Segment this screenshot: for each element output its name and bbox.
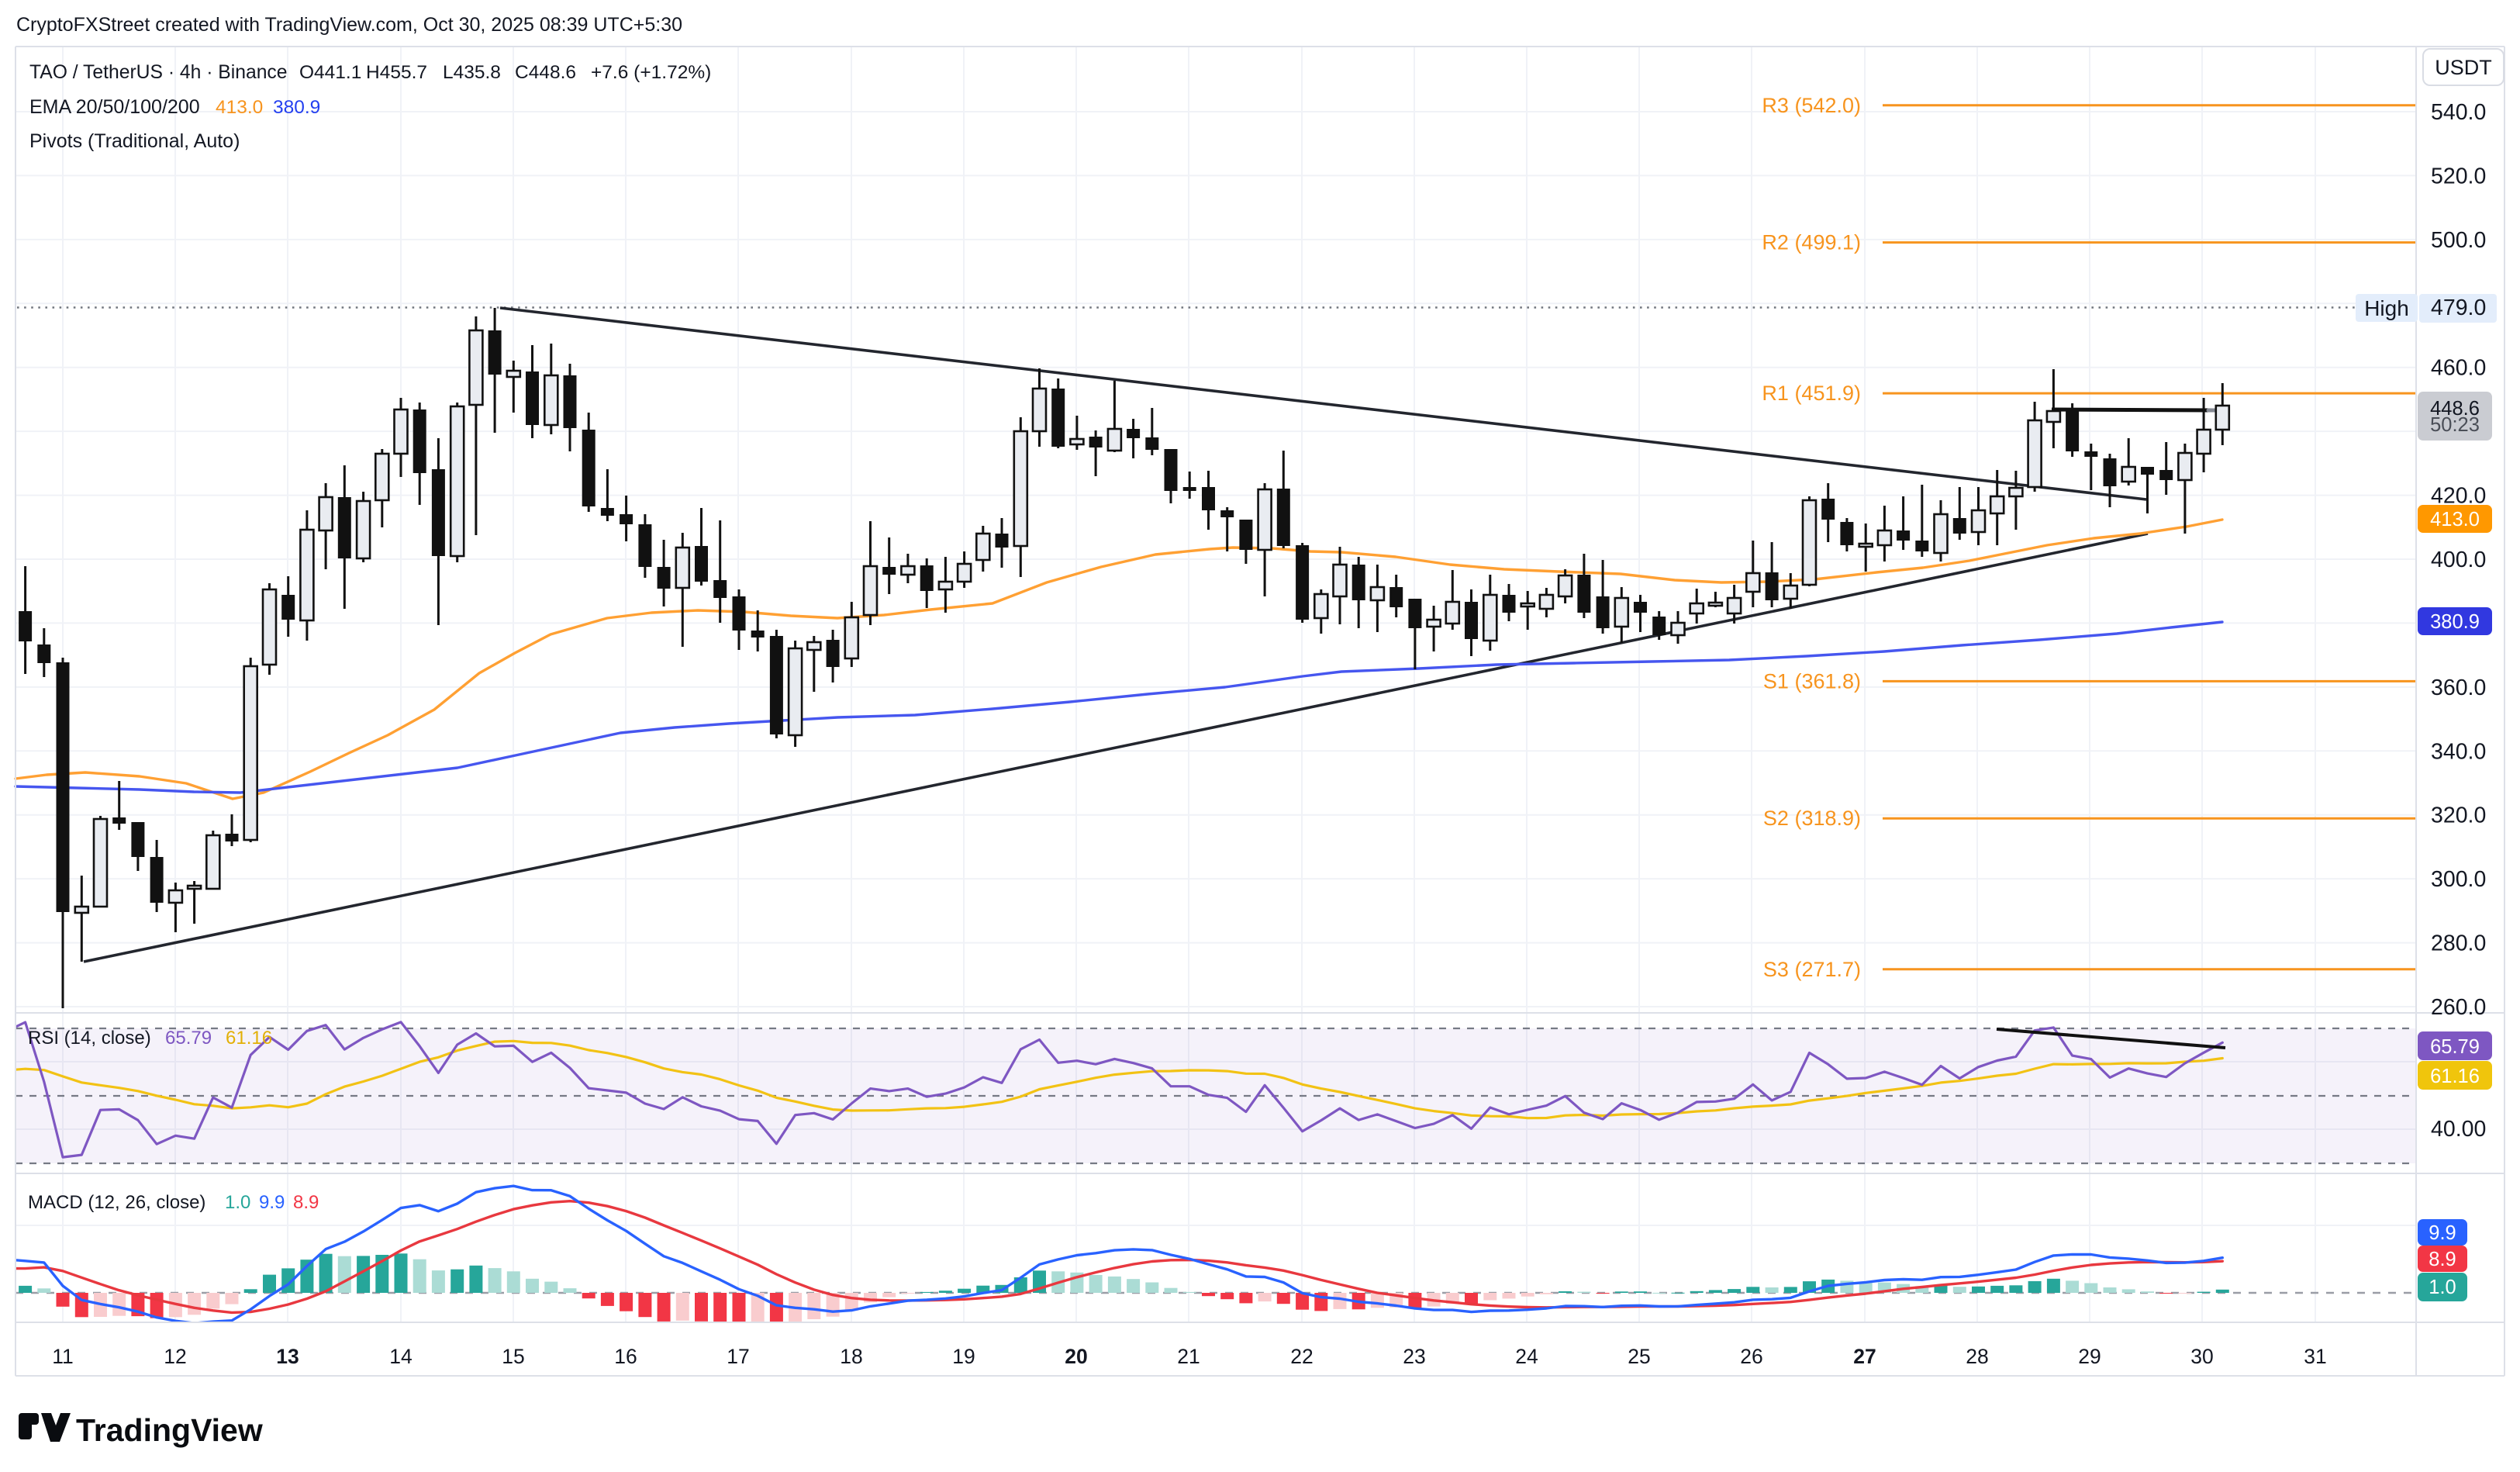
svg-text:TAO / TetherUS · 4h · Binance: TAO / TetherUS · 4h · Binance [29, 62, 288, 83]
svg-text:9.9: 9.9 [259, 1192, 285, 1213]
svg-text:R2 (499.1): R2 (499.1) [1762, 231, 1861, 254]
svg-text:11: 11 [52, 1345, 74, 1368]
svg-text:1.0: 1.0 [2429, 1277, 2456, 1298]
svg-text:23: 23 [1403, 1345, 1425, 1368]
svg-text:MACD (12, 26, close): MACD (12, 26, close) [28, 1192, 205, 1213]
svg-text:14: 14 [389, 1345, 412, 1368]
svg-text:15: 15 [502, 1345, 524, 1368]
svg-text:S3 (271.7): S3 (271.7) [1763, 958, 1861, 981]
svg-text:22: 22 [1290, 1345, 1313, 1368]
svg-text:EMA 20/50/100/200: EMA 20/50/100/200 [29, 96, 200, 118]
svg-text:+7.6 (+1.72%): +7.6 (+1.72%) [591, 62, 711, 83]
svg-text:18: 18 [840, 1345, 862, 1368]
svg-text:31: 31 [2304, 1345, 2326, 1368]
svg-text:25: 25 [1628, 1345, 1650, 1368]
svg-text:S2 (318.9): S2 (318.9) [1763, 807, 1861, 830]
svg-text:R1 (451.9): R1 (451.9) [1762, 382, 1861, 405]
svg-text:O441.1: O441.1 [299, 62, 361, 83]
svg-text:8.9: 8.9 [2429, 1249, 2456, 1270]
svg-text:340.0: 340.0 [2431, 739, 2486, 764]
svg-text:413.0: 413.0 [216, 97, 263, 118]
svg-text:400.0: 400.0 [2431, 548, 2486, 572]
svg-text:USDT: USDT [2435, 56, 2492, 79]
svg-text:28: 28 [1966, 1345, 1988, 1368]
svg-text:L435.8: L435.8 [443, 62, 501, 83]
svg-text:26: 26 [1740, 1345, 1762, 1368]
svg-text:High: High [2364, 296, 2409, 320]
svg-text:420.0: 420.0 [2431, 484, 2486, 509]
svg-text:500.0: 500.0 [2431, 228, 2486, 253]
svg-text:320.0: 320.0 [2431, 803, 2486, 828]
svg-text:13: 13 [276, 1345, 299, 1368]
svg-text:61.16: 61.16 [2430, 1066, 2480, 1087]
svg-text:448.6: 448.6 [2430, 398, 2480, 420]
svg-text:19: 19 [952, 1345, 975, 1368]
svg-text:C448.6: C448.6 [515, 62, 576, 83]
svg-text:460.0: 460.0 [2431, 356, 2486, 381]
svg-text:360.0: 360.0 [2431, 676, 2486, 700]
svg-text:17: 17 [727, 1345, 749, 1368]
svg-text:CryptoFXStreet created with Tr: CryptoFXStreet created with TradingView.… [16, 14, 682, 36]
svg-text:540.0: 540.0 [2431, 100, 2486, 125]
svg-text:27: 27 [1853, 1345, 1876, 1368]
svg-text:8.9: 8.9 [293, 1192, 319, 1213]
svg-text:479.0: 479.0 [2431, 295, 2486, 320]
svg-text:16: 16 [614, 1345, 637, 1368]
svg-text:12: 12 [164, 1345, 186, 1368]
svg-text:280.0: 280.0 [2431, 931, 2486, 956]
svg-text:40.00: 40.00 [2431, 1117, 2486, 1142]
svg-text:65.79: 65.79 [2430, 1036, 2480, 1058]
svg-text:S1 (361.8): S1 (361.8) [1763, 669, 1861, 693]
svg-text:1.0: 1.0 [225, 1192, 250, 1213]
svg-text:24: 24 [1515, 1345, 1538, 1368]
svg-text:21: 21 [1177, 1345, 1200, 1368]
svg-text:30: 30 [2190, 1345, 2213, 1368]
svg-text:RSI (14, close): RSI (14, close) [28, 1028, 151, 1049]
svg-text:20: 20 [1065, 1345, 1087, 1368]
svg-text:260.0: 260.0 [2431, 995, 2486, 1020]
svg-text:Pivots (Traditional, Auto): Pivots (Traditional, Auto) [29, 130, 240, 152]
svg-text:H455.7: H455.7 [366, 62, 427, 83]
svg-text:TradingView: TradingView [76, 1412, 263, 1448]
svg-text:9.9: 9.9 [2429, 1222, 2456, 1244]
svg-text:65.79: 65.79 [165, 1028, 212, 1049]
svg-text:R3 (542.0): R3 (542.0) [1762, 94, 1861, 117]
svg-text:380.9: 380.9 [2430, 611, 2480, 633]
svg-text:50:23: 50:23 [2430, 414, 2480, 436]
svg-text:61.16: 61.16 [226, 1028, 272, 1049]
svg-text:520.0: 520.0 [2431, 164, 2486, 188]
svg-text:380.9: 380.9 [273, 97, 320, 118]
svg-text:413.0: 413.0 [2430, 509, 2480, 530]
svg-text:300.0: 300.0 [2431, 867, 2486, 892]
svg-text:29: 29 [2078, 1345, 2101, 1368]
